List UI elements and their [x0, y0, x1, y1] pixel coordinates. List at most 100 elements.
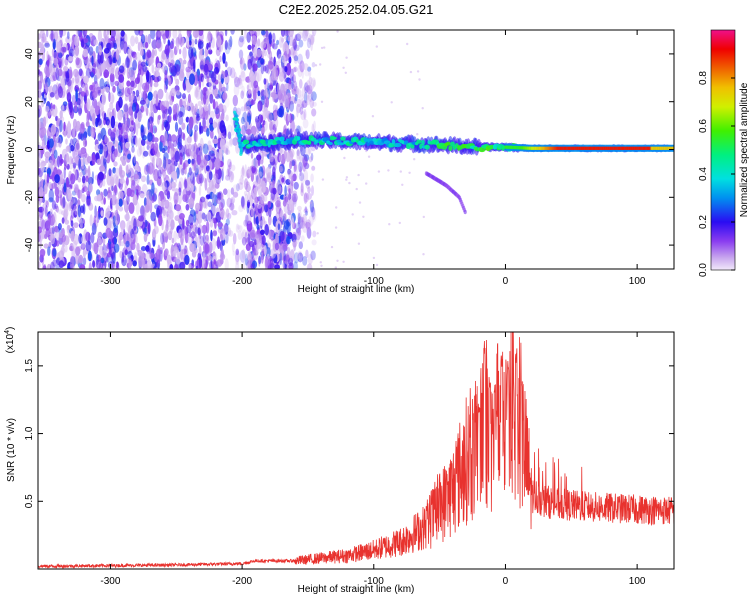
- spectrogram-cell: [131, 102, 137, 112]
- spectrogram-cell: [182, 59, 187, 65]
- spectrogram-cell: [235, 223, 239, 233]
- spectrogram-cell: [182, 162, 186, 171]
- spectrogram-cell: [134, 111, 138, 120]
- spectrogram-cell: [129, 99, 133, 108]
- spectrogram-cell: [57, 223, 62, 230]
- spectrogram-cell: [82, 30, 88, 36]
- spectrogram-heatmap: [38, 30, 674, 269]
- spectrogram-cell: [177, 137, 181, 144]
- spectrogram-cell: [179, 98, 183, 108]
- spectrogram-cell: [81, 164, 85, 170]
- spectrogram-cell: [286, 44, 290, 55]
- spectrogram-cell: [285, 62, 292, 76]
- spectrogram-cell: [58, 52, 63, 59]
- spectrogram-cell: [421, 107, 424, 110]
- spectrogram-cell: [284, 185, 287, 197]
- spectrogram-cell: [245, 261, 250, 269]
- spectrogram-cell: [184, 254, 190, 265]
- spectrogram-cell: [292, 41, 298, 50]
- spectrogram-cell: [270, 248, 277, 259]
- spectrogram-cell: [38, 167, 41, 176]
- spectrogram-cell: [164, 133, 169, 141]
- spectrogram-cell: [195, 164, 199, 176]
- spectrogram-cell: [163, 145, 168, 151]
- spectrogram-cell: [613, 146, 617, 150]
- spectrogram-cell: [264, 94, 267, 108]
- spectrogram-cell: [139, 193, 145, 199]
- spectrogram-cell: [242, 139, 250, 145]
- spectrogram-cell: [106, 78, 110, 87]
- spectrogram-cell: [232, 233, 237, 245]
- spectrogram-cell: [227, 124, 233, 135]
- spectrogram-cell: [226, 66, 233, 77]
- spectrogram-cell: [127, 153, 132, 160]
- spectrogram-cell: [303, 91, 308, 104]
- spectrogram-cell: [274, 264, 280, 269]
- spectrogram-cell: [671, 146, 674, 150]
- spectrogram-cell: [164, 189, 170, 196]
- spectrogram-cell: [274, 80, 278, 87]
- spectrogram-cell: [222, 92, 228, 101]
- spectrogram-cell: [309, 201, 312, 205]
- spectrogram-cell: [265, 256, 269, 268]
- spectrogram-cell: [636, 146, 639, 150]
- spectrogram-cell: [69, 46, 73, 58]
- spectrogram-cell: [86, 190, 91, 197]
- spectrogram-cell: [180, 249, 184, 260]
- spectrogram-cell: [275, 233, 279, 247]
- spectrogram-cell: [206, 211, 212, 222]
- spectrogram-cell: [146, 174, 150, 185]
- spectrogram-cell: [299, 220, 306, 229]
- spectrogram-cell: [89, 214, 93, 227]
- spectrogram-cell: [215, 47, 221, 57]
- spectrogram-cell: [300, 183, 305, 197]
- spectrogram-cell: [126, 80, 131, 87]
- spectrogram-cell: [302, 30, 308, 42]
- spectrogram-cell: [111, 40, 115, 48]
- spectrogram-cell: [394, 142, 402, 148]
- spectrogram-cell: [300, 110, 306, 121]
- spectrogram-cell: [232, 184, 239, 197]
- spectrogram-cell: [135, 123, 139, 136]
- spectrogram-cell: [629, 146, 633, 150]
- spectrogram-cell: [285, 179, 291, 185]
- spectrogram-cell: [138, 215, 145, 222]
- spectrogram-cell: [241, 124, 246, 137]
- spectrogram-cell: [299, 166, 302, 177]
- spectrogram-cell: [203, 64, 209, 76]
- colorbar: 0.0 0.2 0.4 0.6 0.8 Normalized spectral ampl…: [698, 29, 750, 277]
- spectrogram-cell: [605, 146, 609, 150]
- spectrogram-cell: [211, 252, 218, 262]
- spectrogram-cell: [139, 145, 142, 155]
- spectrogram-cell: [167, 201, 173, 214]
- spectrogram-cell: [196, 211, 203, 224]
- spectrogram-cell: [105, 207, 111, 220]
- spectrogram-cell: [158, 214, 163, 227]
- spectrogram-cell: [49, 92, 55, 98]
- spectrogram-cell: [124, 198, 127, 209]
- spectrogram-cell: [243, 63, 247, 71]
- spectrogram-cell: [172, 30, 178, 39]
- spectrogram-cell: [142, 227, 148, 235]
- spectrogram-cell: [128, 167, 135, 179]
- spectrogram-cell: [198, 105, 204, 115]
- spectrogram-cell: [230, 171, 234, 181]
- spectrogram-cell: [275, 249, 281, 257]
- spectrogram-cell: [286, 236, 291, 245]
- spectrogram-cell: [126, 257, 133, 265]
- spectrogram-cell: [207, 201, 213, 208]
- spectrogram-cell: [305, 80, 312, 92]
- spectrogram-cell: [229, 161, 232, 170]
- spectrogram-cell: [209, 93, 214, 104]
- spectrogram-cell: [141, 138, 146, 146]
- spectrogram-cell: [302, 30, 309, 39]
- spectrogram-cell: [204, 162, 208, 174]
- spectrogram-cell: [590, 146, 593, 150]
- spectrogram-cell: [320, 264, 323, 267]
- spectrogram-cell: [229, 139, 234, 145]
- spectrogram-cell: [41, 32, 47, 43]
- spectrogram-cell: [54, 186, 60, 197]
- spectrogram-cell: [272, 187, 277, 195]
- spectrogram-cell: [199, 125, 204, 134]
